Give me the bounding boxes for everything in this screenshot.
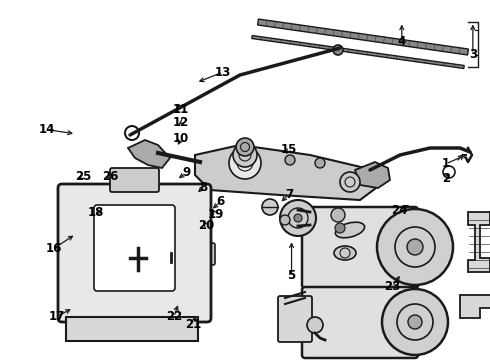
Circle shape	[294, 214, 302, 222]
Ellipse shape	[334, 246, 356, 260]
Text: 6: 6	[217, 195, 224, 208]
Circle shape	[333, 45, 343, 55]
Circle shape	[133, 265, 143, 275]
Text: 18: 18	[87, 206, 104, 219]
Circle shape	[408, 315, 422, 329]
Polygon shape	[258, 19, 468, 55]
Text: 3: 3	[469, 48, 477, 60]
FancyBboxPatch shape	[158, 216, 184, 255]
FancyBboxPatch shape	[66, 317, 198, 341]
Circle shape	[377, 209, 453, 285]
Text: 20: 20	[197, 219, 214, 231]
Circle shape	[280, 200, 316, 236]
Text: 5: 5	[288, 269, 295, 282]
Circle shape	[280, 215, 290, 225]
Text: 1: 1	[442, 157, 450, 170]
FancyBboxPatch shape	[110, 168, 159, 192]
Circle shape	[236, 138, 254, 156]
FancyBboxPatch shape	[94, 205, 175, 291]
FancyBboxPatch shape	[302, 287, 418, 358]
Text: 4: 4	[398, 35, 406, 48]
Text: 17: 17	[48, 310, 65, 323]
FancyBboxPatch shape	[161, 211, 181, 221]
Polygon shape	[460, 295, 490, 318]
FancyBboxPatch shape	[183, 243, 215, 265]
Text: 12: 12	[173, 116, 190, 129]
Text: 26: 26	[102, 170, 119, 183]
Circle shape	[315, 158, 325, 168]
Text: 11: 11	[173, 103, 190, 116]
Polygon shape	[252, 36, 464, 68]
Circle shape	[382, 289, 448, 355]
Text: 14: 14	[38, 123, 55, 136]
Text: 22: 22	[166, 310, 182, 323]
Text: 8: 8	[199, 181, 207, 194]
Circle shape	[407, 239, 423, 255]
FancyBboxPatch shape	[278, 296, 312, 342]
Circle shape	[233, 143, 257, 167]
Text: 7: 7	[285, 188, 293, 201]
Circle shape	[229, 147, 261, 179]
Ellipse shape	[335, 222, 365, 238]
Circle shape	[331, 208, 345, 222]
Polygon shape	[355, 162, 390, 188]
FancyBboxPatch shape	[58, 184, 211, 322]
Polygon shape	[195, 145, 380, 200]
Text: 15: 15	[281, 143, 297, 156]
Text: 19: 19	[207, 208, 224, 221]
Text: 13: 13	[215, 66, 231, 78]
Circle shape	[262, 199, 278, 215]
Text: 24: 24	[391, 204, 408, 217]
Polygon shape	[468, 212, 490, 272]
Text: 16: 16	[46, 242, 62, 255]
Polygon shape	[128, 140, 170, 168]
Circle shape	[307, 317, 323, 333]
FancyBboxPatch shape	[302, 207, 418, 288]
Text: 21: 21	[185, 318, 202, 330]
Circle shape	[335, 223, 345, 233]
Text: 25: 25	[75, 170, 92, 183]
FancyBboxPatch shape	[162, 261, 180, 273]
Text: 9: 9	[182, 166, 190, 179]
Circle shape	[285, 155, 295, 165]
Text: 10: 10	[173, 132, 190, 145]
Text: 23: 23	[384, 280, 400, 293]
Circle shape	[340, 172, 360, 192]
Text: 2: 2	[442, 172, 450, 185]
